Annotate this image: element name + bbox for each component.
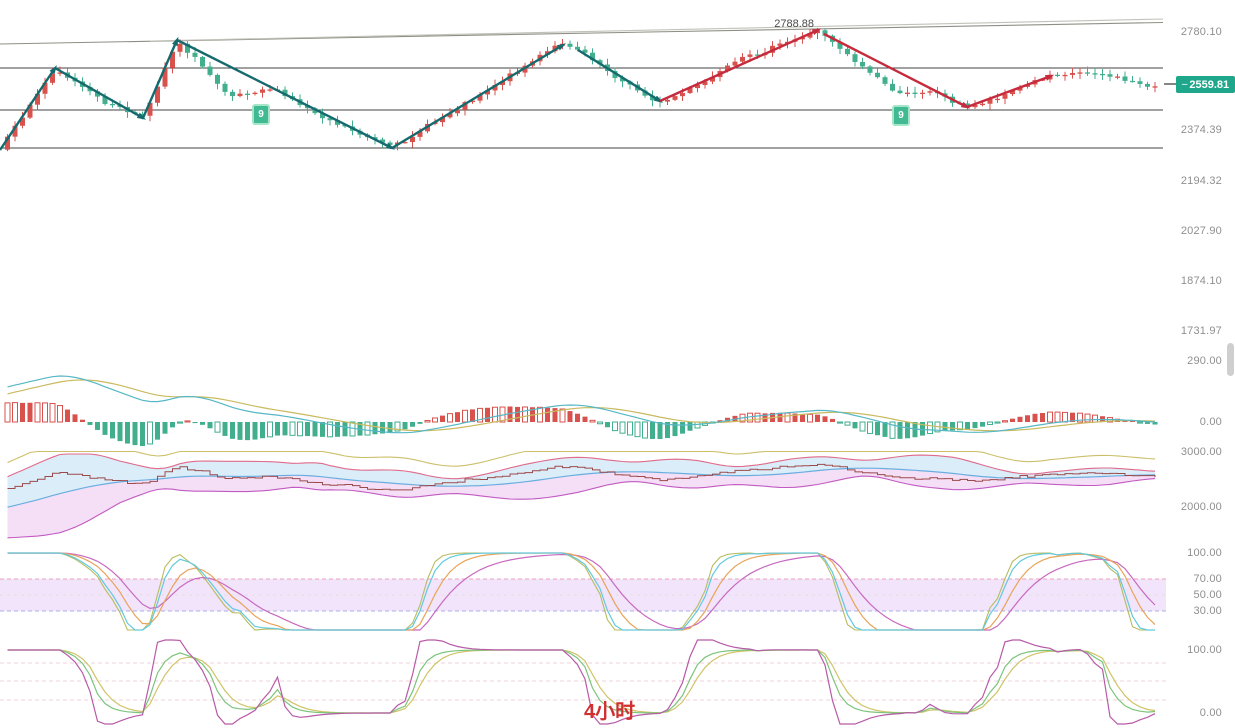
y-axis-label: 1874.10	[1180, 275, 1222, 287]
current-price-value: 2559.81	[1189, 78, 1230, 91]
peak-price-annotation: 2788.88	[774, 18, 814, 30]
price-tick-dash: –	[1181, 79, 1188, 90]
y-axis-label: 70.00	[1193, 573, 1222, 585]
y-axis-label: 2194.32	[1180, 175, 1222, 187]
td9-badge: 9	[252, 104, 270, 125]
y-axis-label: 100.00	[1187, 547, 1222, 559]
timeframe-label: 4小时	[584, 701, 636, 723]
td9-badge: 9	[892, 105, 910, 126]
y-axis-label: 30.00	[1193, 605, 1222, 617]
y-axis-label: 1731.97	[1180, 325, 1222, 337]
y-axis-label: 2780.10	[1180, 26, 1222, 38]
y-axis-label: 50.00	[1193, 589, 1222, 601]
y-axis-label: 2374.39	[1180, 124, 1222, 136]
y-axis-label: 0.00	[1199, 707, 1222, 719]
y-axis-label: 0.00	[1199, 416, 1222, 428]
y-axis-label: 2000.00	[1180, 501, 1222, 513]
y-axis-label: 3000.00	[1180, 446, 1222, 458]
y-axis-label: 290.00	[1187, 355, 1222, 367]
scrollbar-thumb[interactable]	[1227, 343, 1234, 376]
current-price-badge: – 2559.81	[1176, 76, 1235, 93]
y-axis-label: 100.00	[1187, 644, 1222, 656]
y-axis-label: 2027.90	[1180, 225, 1222, 237]
